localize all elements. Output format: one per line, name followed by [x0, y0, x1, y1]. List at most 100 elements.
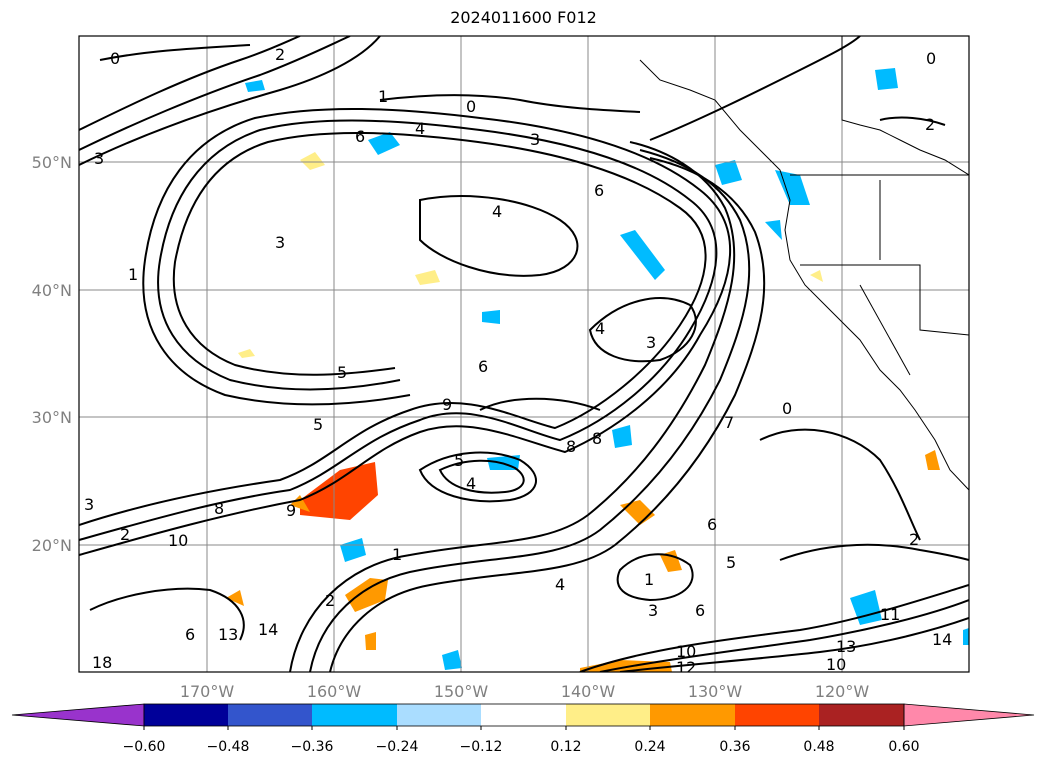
contour-label: 10 — [826, 655, 846, 674]
colorbar-tick-label: −0.24 — [376, 739, 419, 755]
map-area — [79, 36, 969, 672]
contour-label: 2 — [325, 591, 335, 610]
lat-label: 50°N — [32, 153, 72, 172]
shade-patch — [365, 632, 376, 650]
lon-label: 120°W — [815, 682, 870, 701]
colorbar-segment — [566, 704, 650, 726]
shade-patch — [345, 578, 388, 612]
colorbar-extend-max — [903, 703, 1035, 727]
lat-label: 40°N — [32, 281, 72, 300]
colorbar-tick-label: 0.12 — [550, 739, 581, 755]
contour-label: 5 — [454, 451, 464, 470]
contour-label: 14 — [932, 630, 952, 649]
contour-label: 6 — [478, 357, 488, 376]
lon-label: 130°W — [688, 682, 743, 701]
contour-label: 9 — [286, 501, 296, 520]
contour-label: 12 — [676, 658, 696, 677]
shade-patch — [442, 650, 462, 670]
contour-label: 3 — [275, 233, 285, 252]
colorbar-segment — [819, 704, 904, 726]
shade-patch — [963, 628, 969, 645]
lat-label: 30°N — [32, 408, 72, 427]
contour-label: 1 — [392, 545, 402, 564]
colorbar-ticks: −0.60 −0.48 −0.36 −0.24 −0.12 0.12 0.24 … — [123, 739, 920, 755]
contour-label: 5 — [313, 415, 323, 434]
shade-patch — [620, 230, 665, 280]
contour-label: 3 — [646, 333, 656, 352]
map-frame — [78, 35, 970, 673]
contour-label: 1 — [378, 87, 388, 106]
colorbar-segment — [481, 704, 566, 726]
lon-label: 140°W — [561, 682, 616, 701]
longitude-labels: 170°W 160°W 150°W 140°W 130°W 120°W — [180, 682, 870, 701]
shade-patch — [290, 495, 310, 512]
contour-label: 7 — [724, 413, 734, 432]
contour-label: 6 — [707, 515, 717, 534]
contour-label: 4 — [555, 575, 565, 594]
shade-patch — [300, 152, 325, 170]
contour-label: 4 — [492, 202, 502, 221]
colorbar-segments — [11, 703, 1035, 730]
shade-patch — [765, 220, 782, 240]
shade-patch — [775, 170, 810, 205]
colorbar-tick-label: 0.48 — [803, 739, 834, 755]
contour-lines — [79, 36, 969, 672]
colorbar-tick-label: 0.60 — [888, 739, 919, 755]
contour-label: 2 — [909, 530, 919, 549]
contour-label: 5 — [337, 363, 347, 382]
contour-label: 2 — [120, 525, 130, 544]
contour-label: 8 — [592, 429, 602, 448]
shade-patch — [482, 310, 500, 324]
contour-label: 11 — [880, 605, 900, 624]
contour-label: 4 — [466, 474, 476, 493]
contour-label: 0 — [466, 97, 476, 116]
map-contents: 0 2 3 0 1 2 0 4 3 6 4 3 6 1 3 4 5 5 6 9 … — [79, 36, 969, 677]
contour-label: 0 — [926, 49, 936, 68]
graticule — [79, 36, 969, 672]
lat-label: 20°N — [32, 536, 72, 555]
shade-patch — [850, 590, 882, 625]
colorbar-tick-label: 0.24 — [634, 739, 665, 755]
shade-patch — [368, 132, 400, 155]
contour-label: 8 — [214, 499, 224, 518]
contour-label: 1 — [644, 570, 654, 589]
colorbar-tick-label: −0.60 — [123, 739, 166, 755]
shade-patch — [300, 462, 378, 520]
contour-label: 6 — [355, 127, 365, 146]
shade-patch — [875, 68, 898, 90]
colorbar-border — [143, 703, 905, 727]
lon-label: 160°W — [307, 682, 362, 701]
lon-label: 150°W — [434, 682, 489, 701]
shade-patch — [226, 590, 244, 606]
contour-label: 4 — [595, 319, 605, 338]
map-title: 2024011600 F012 — [450, 8, 597, 27]
contour-label: 14 — [258, 620, 278, 639]
colorbar-tick-label: −0.48 — [207, 739, 250, 755]
shade-patch — [810, 270, 823, 282]
contour-label: 9 — [442, 395, 452, 414]
contour-label: 3 — [530, 130, 540, 149]
contour-label: 4 — [415, 119, 425, 138]
contour-label: 10 — [676, 642, 696, 661]
latitude-labels: 50°N 40°N 30°N 20°N — [32, 153, 72, 555]
shade-patch — [925, 450, 940, 470]
contour-label: 5 — [726, 553, 736, 572]
colorbar-extend-min — [11, 703, 145, 727]
contour-label: 1 — [128, 265, 138, 284]
colorbar-segment — [144, 704, 228, 726]
contour-label: 13 — [836, 637, 856, 656]
contour-label: 10 — [168, 531, 188, 550]
colorbar-segment — [397, 704, 481, 726]
contour-labels: 0 2 3 0 1 2 0 4 3 6 4 3 6 1 3 4 5 5 6 9 … — [84, 45, 952, 677]
contour-label: 2 — [925, 115, 935, 134]
shade-patch — [415, 270, 440, 285]
colorbar-segment — [312, 704, 397, 726]
contour-label: 3 — [94, 149, 104, 168]
contour-label: 2 — [275, 45, 285, 64]
shade-patch — [245, 80, 265, 92]
colorbar-segment — [228, 704, 312, 726]
colorbar-tick-label: −0.36 — [291, 739, 334, 755]
contour-label: 6 — [695, 601, 705, 620]
lon-label: 170°W — [180, 682, 235, 701]
